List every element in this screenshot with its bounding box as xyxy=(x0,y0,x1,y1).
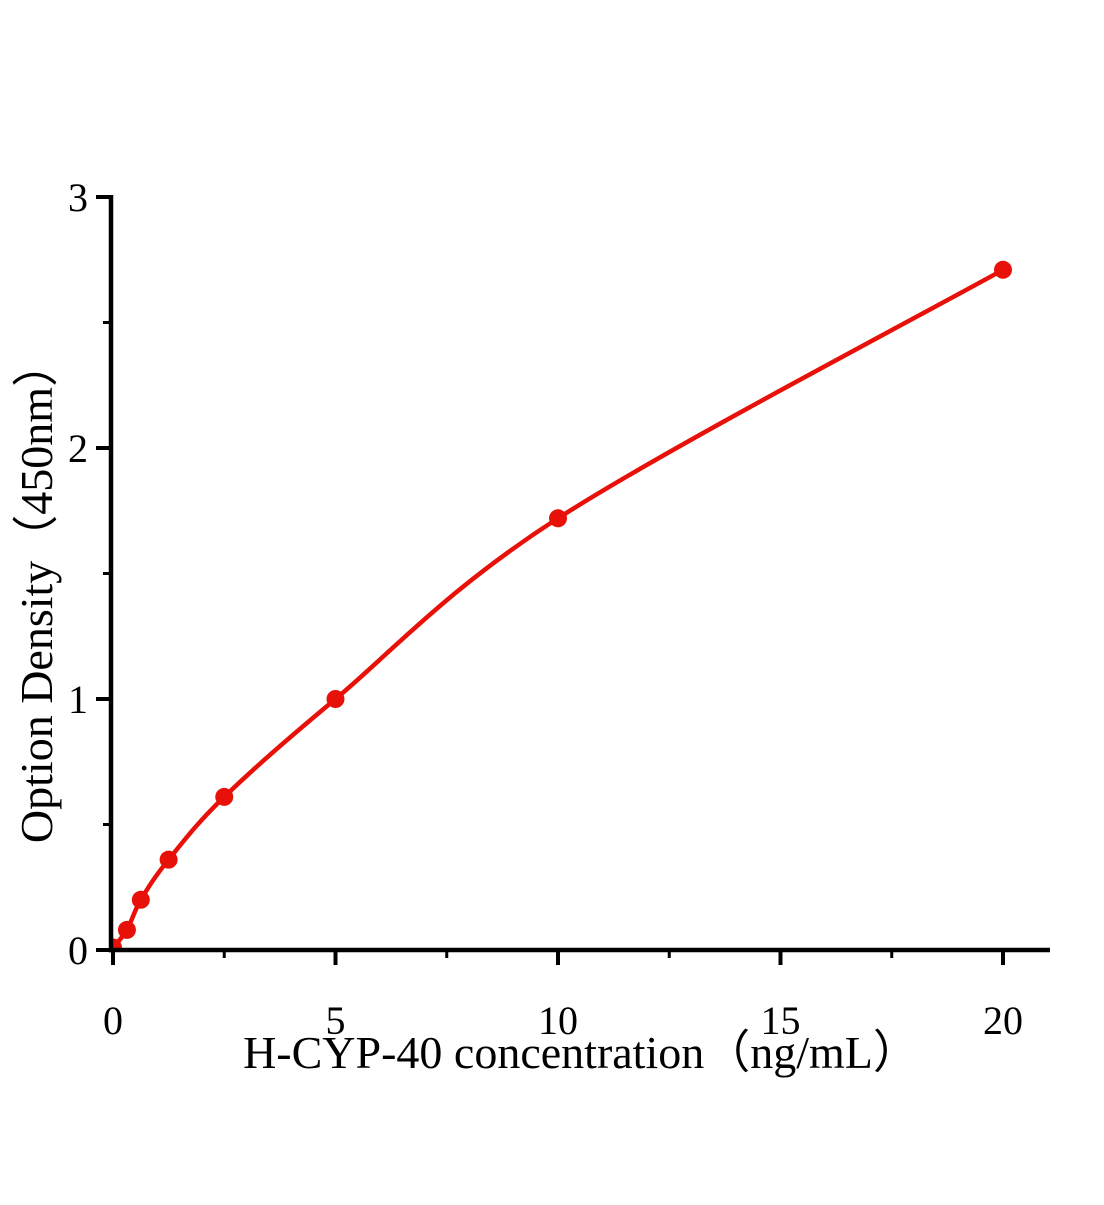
data-point-marker xyxy=(215,787,234,806)
x-axis-tick-label: 5 xyxy=(326,998,346,1043)
y-axis-tick-label: 3 xyxy=(68,175,88,220)
data-point-marker xyxy=(117,920,136,939)
y-axis-tick-label: 2 xyxy=(68,426,88,471)
y-axis-tick-label: 1 xyxy=(68,677,88,722)
data-point-marker xyxy=(994,260,1012,279)
x-axis-tick-label: 10 xyxy=(538,998,578,1043)
data-point-marker xyxy=(549,509,567,528)
data-point-marker xyxy=(159,850,178,869)
x-axis-tick-label: 15 xyxy=(761,998,801,1043)
plot-layer: 0 5 10 15 20 0 1 2 3 xyxy=(68,175,1050,1043)
y-axis-tick-label: 0 xyxy=(68,928,88,973)
data-point-marker xyxy=(131,890,150,909)
x-axis-tick-label: 20 xyxy=(983,998,1023,1043)
data-point-marker xyxy=(112,938,122,948)
x-axis-tick-label: 0 xyxy=(103,998,123,1043)
standard-curve-line xyxy=(112,267,1005,948)
y-axis-title: Option Density（450nm） xyxy=(11,341,62,843)
data-point-marker xyxy=(326,690,345,708)
x-axis-title: H-CYP-40 concentration（ng/mL） xyxy=(243,1027,919,1078)
